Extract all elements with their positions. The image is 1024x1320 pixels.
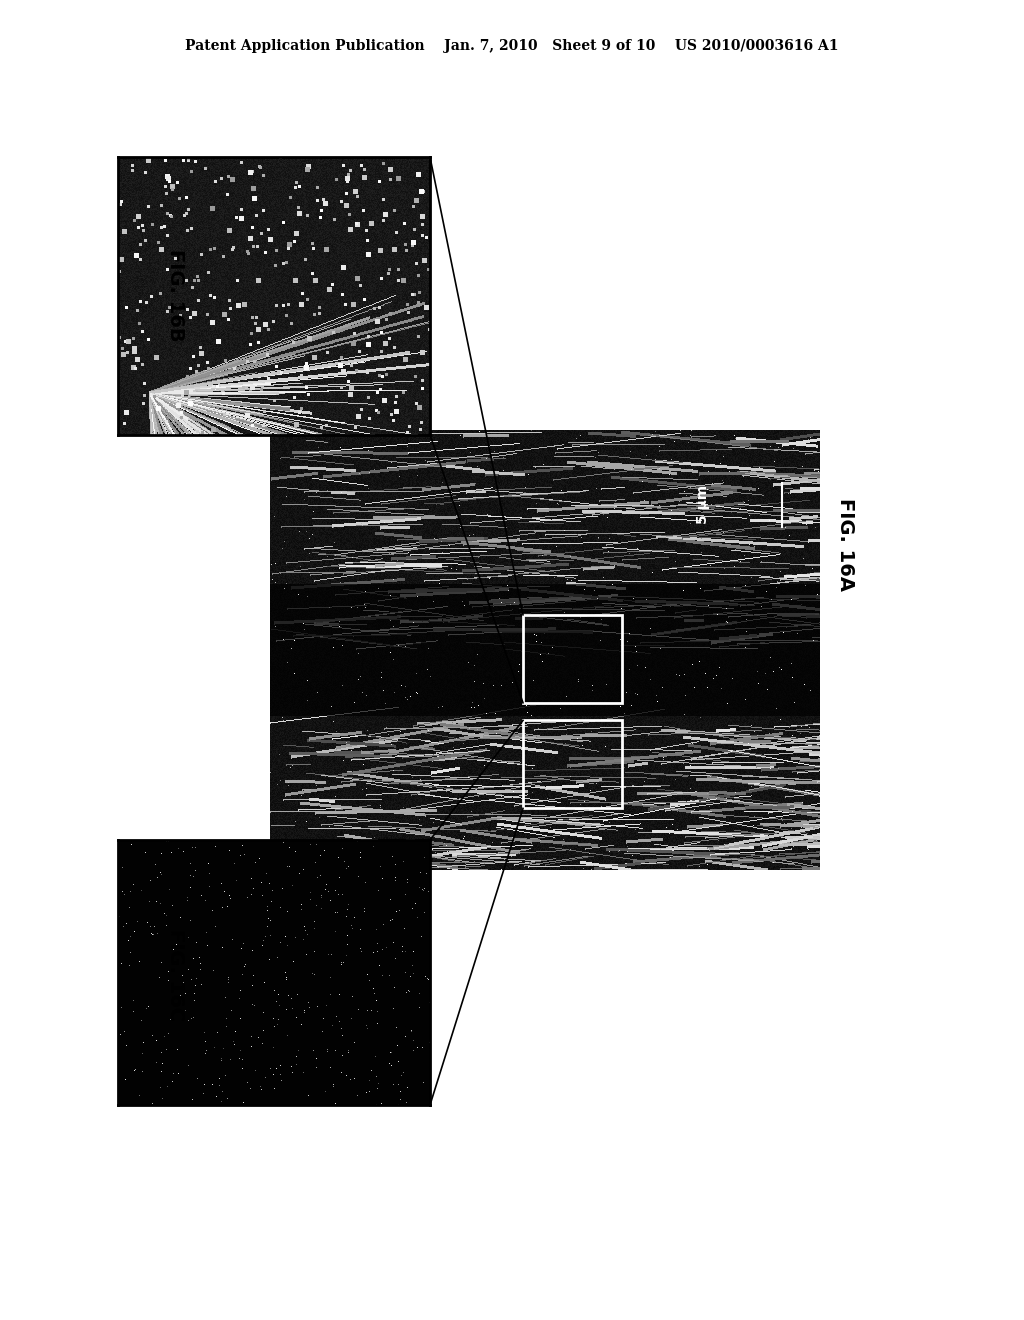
Text: FIG. 16A: FIG. 16A <box>836 499 854 591</box>
Bar <box>523 615 622 702</box>
Text: 5 μm: 5 μm <box>696 486 710 524</box>
Bar <box>523 721 622 808</box>
Text: Patent Application Publication    Jan. 7, 2010   Sheet 9 of 10    US 2010/000361: Patent Application Publication Jan. 7, 2… <box>185 40 839 53</box>
Text: FIG. 16C: FIG. 16C <box>166 929 184 1022</box>
Text: FIG. 16B: FIG. 16B <box>166 248 184 342</box>
